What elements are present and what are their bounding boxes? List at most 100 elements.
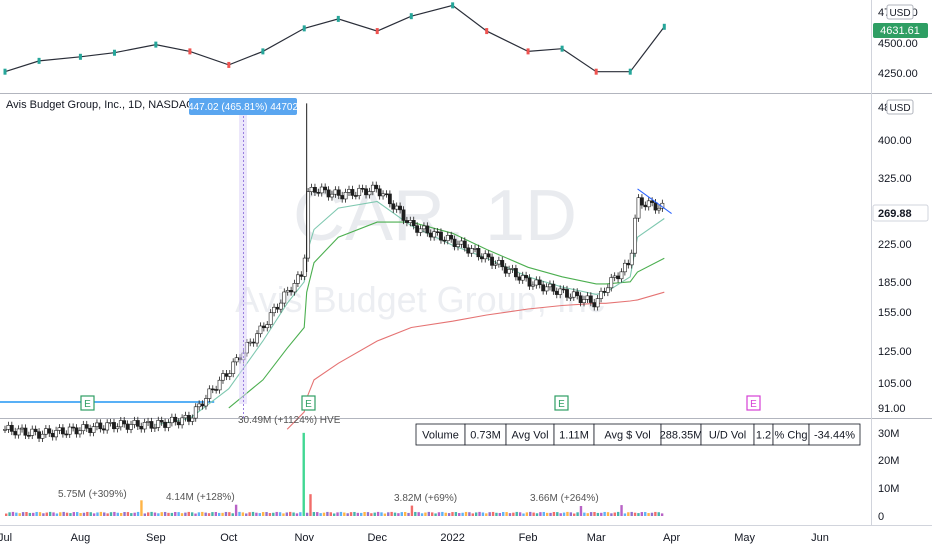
candle-body [336,189,341,196]
volume-bar [258,513,261,516]
volume-bar [491,511,495,516]
index-candle [662,23,666,30]
volume-bar [451,512,454,516]
volume-bar [637,513,640,516]
candle-body [517,276,522,281]
volume-bar [113,511,116,516]
candle-body [101,428,106,431]
volume-bar [505,512,508,516]
earnings-marker-3[interactable]: E [554,395,569,411]
candle-body [272,306,276,314]
main-currency-badge[interactable] [886,99,914,115]
time-label-sep: Sep [146,532,166,544]
index-candle [112,49,116,56]
volume-bar [106,513,109,516]
volume-bar [32,512,35,516]
volume-bar [140,500,143,516]
candle-body [13,431,18,436]
volume-bar [319,513,322,516]
volume-bar [545,512,549,516]
candle-body [558,288,563,295]
candle-body [473,248,477,250]
volume-bar [417,512,420,516]
candle-body [588,295,593,303]
earnings-marker-1-label: E [84,399,91,410]
volume-bar [160,512,163,516]
volume-bar [187,511,190,516]
candle-body [30,428,35,436]
index-candle [3,68,7,75]
time-label-apr: Apr [663,532,680,544]
stat-value: 1.2 [756,430,771,442]
volume-annotation-aug: 5.75M (+309%) [58,489,127,500]
candle-body [330,193,334,198]
candle-body [496,260,501,265]
candle-body [507,269,511,274]
candle-body [57,427,62,431]
earnings-marker-2-label: E [305,399,312,410]
candle-body [439,231,443,241]
volume-bar [218,512,221,516]
candle-body [316,192,321,194]
time-label-nov: Nov [294,532,314,544]
volume-bar [633,512,637,516]
volume-bar [535,513,539,516]
index-currency-badge[interactable] [886,4,914,20]
candle-body [524,275,529,279]
candle-body [261,325,266,329]
volume-bar [360,512,363,516]
volume-tick-20m: 20M [878,455,899,467]
candle-body [326,189,331,198]
volume-bar [660,513,664,516]
volume-bar [167,512,170,516]
volume-bar [174,511,177,516]
candle-body [6,425,11,430]
main-tick-225: 225.00 [878,239,912,251]
candle-body [609,277,614,289]
volume-bar [5,513,8,516]
volume-annotation-sep: 4.14M (+128%) [166,492,235,503]
volume-bar [55,513,59,516]
candle-body [173,416,178,423]
candle-body [159,420,164,423]
index-candle [188,48,192,55]
candle-body [493,263,498,266]
candle-body [449,235,454,240]
volume-bar [170,512,174,516]
candle-body [67,426,72,435]
time-axis[interactable]: Jul Aug Sep Oct Nov Dec 2022 Feb Mar Apr May Jun [0,532,829,544]
volume-bar [322,512,326,516]
earnings-marker-1[interactable]: E [80,395,95,411]
candle-body [650,200,655,203]
candle-body [26,434,31,437]
index-candle [451,2,455,9]
earnings-marker-2[interactable]: E [301,395,316,411]
main-legend[interactable]: Avis Budget Group, Inc., 1D, NASDAQ [6,99,195,111]
candle-body [602,290,607,293]
volume-bar [292,512,295,516]
candle-body [442,239,447,242]
volume-bar [82,512,86,516]
index-candle [485,28,489,35]
volume-bar [231,513,234,516]
index-tick-4250: 4250.00 [878,68,918,80]
volume-bar [343,512,346,516]
candle-body [204,398,208,407]
candle-body [105,422,110,431]
candle-body [156,420,161,428]
main-price-text: 269.88 [878,208,912,220]
earnings-marker-4-label: E [750,399,757,410]
candle-body [340,195,345,200]
candle-body [605,287,610,293]
volume-bar [387,512,390,516]
volume-bar [589,512,593,516]
volume-bar [650,512,654,516]
volume-bar [38,512,42,516]
volume-bar [119,513,123,516]
candle-body [643,204,648,208]
volume-bar [180,513,184,516]
time-label-jun: Jun [811,532,829,544]
earnings-marker-4[interactable]: E [746,395,761,411]
candle-body [626,262,631,266]
